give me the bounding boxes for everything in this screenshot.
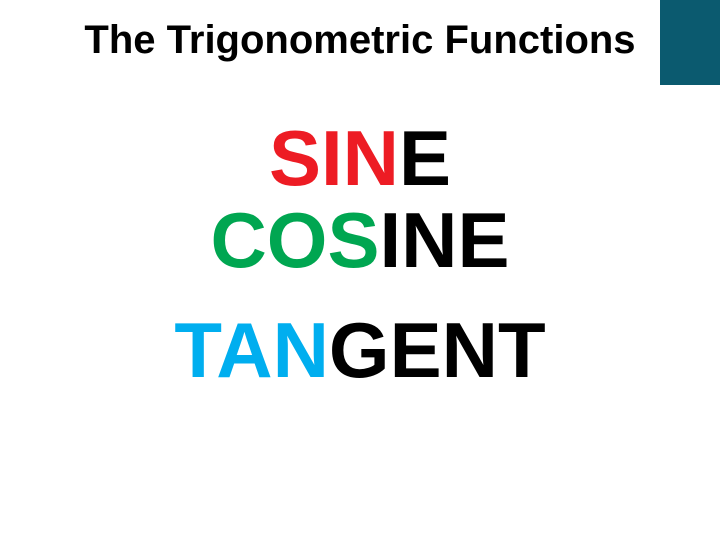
- sine-suffix: E: [399, 114, 451, 202]
- sine-prefix: SIN: [269, 114, 399, 202]
- word-tangent: TANGENT: [0, 310, 720, 392]
- page-title: The Trigonometric Functions: [0, 0, 720, 63]
- corner-accent: [660, 0, 720, 85]
- tangent-suffix: GENT: [329, 306, 546, 394]
- content-area: SINE COSINE TANGENT: [0, 118, 720, 392]
- word-sine: SINE: [0, 118, 720, 200]
- word-group-top: SINE COSINE: [0, 118, 720, 282]
- tangent-prefix: TAN: [174, 306, 329, 394]
- cosine-suffix: INE: [380, 196, 510, 284]
- cosine-prefix: COS: [210, 196, 379, 284]
- word-cosine: COSINE: [0, 200, 720, 282]
